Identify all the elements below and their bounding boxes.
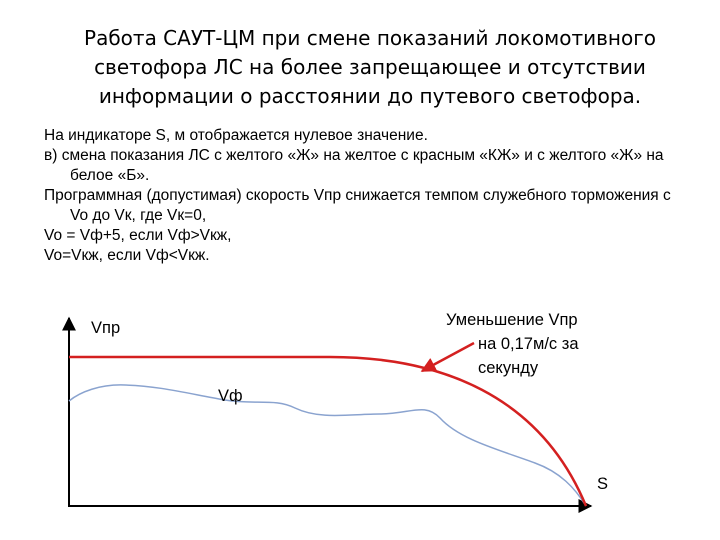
title-line: Работа САУТ-ЦМ при смене показаний локом… <box>84 26 656 50</box>
formula-vo-1: Vo = Vф+5, если Vф>Vкж, <box>44 227 232 244</box>
x-axis-label: S <box>597 475 609 493</box>
callout-line: на 0,17м/с за <box>478 335 579 353</box>
title-line: светофора ЛС на более запрещающее и отсу… <box>94 55 646 79</box>
callout-arrow <box>420 341 475 373</box>
y-axis-label: Vпр <box>91 319 121 337</box>
speed-reduction-note: Программная (допустимая) скорость Vпр сн… <box>44 187 671 224</box>
deceleration-callout: Уменьшение Vпр на 0,17м/с за секунду <box>446 308 626 380</box>
formula-vo-2: Vo=Vкж, если Vф<Vкж. <box>44 247 210 264</box>
signal-change-note: в) смена показания ЛС с желтого «Ж» на ж… <box>44 147 664 184</box>
actual-speed-label: Vф <box>218 387 243 405</box>
permitted-speed-curve <box>69 355 588 507</box>
callout-line: секунду <box>478 359 539 377</box>
description-text: На индикаторе S, м отображается нулевое … <box>44 126 684 266</box>
slide-title: Работа САУТ-ЦМ при смене показаний локом… <box>60 24 680 111</box>
indicator-note: На индикаторе S, м отображается нулевое … <box>44 127 428 144</box>
callout-line: Уменьшение Vпр <box>446 311 578 329</box>
actual-speed-curve <box>68 384 587 507</box>
title-line: информации о расстоянии до путевого свет… <box>98 84 642 108</box>
